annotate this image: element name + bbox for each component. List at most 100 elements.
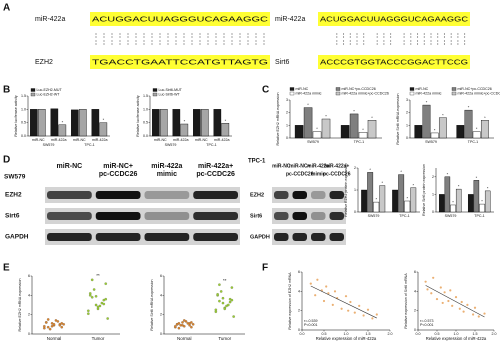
pairing-dot bbox=[255, 36, 257, 38]
pairing-dot bbox=[450, 43, 452, 45]
y-tick-label: 0 bbox=[298, 328, 300, 332]
pairing-dot bbox=[423, 43, 425, 45]
legend-swatch bbox=[152, 92, 158, 97]
y-tick-label: 4 bbox=[414, 289, 416, 293]
significance: * bbox=[62, 119, 64, 124]
bar bbox=[484, 190, 491, 213]
pairing-dot bbox=[376, 33, 378, 35]
data-point bbox=[186, 322, 190, 325]
bar bbox=[480, 120, 489, 139]
y-tick-label: 1.0 bbox=[21, 107, 26, 111]
bar bbox=[294, 125, 304, 139]
sequence: TGACCTGAATTCCATGTTAGTG bbox=[92, 57, 268, 66]
pairing-dot bbox=[437, 40, 439, 42]
data-point bbox=[473, 306, 477, 309]
pairing-dot bbox=[127, 40, 129, 42]
pairing-dot bbox=[135, 43, 137, 45]
data-point bbox=[316, 278, 319, 281]
pairing-dot bbox=[383, 36, 385, 38]
pairing-dot bbox=[135, 40, 137, 42]
data-point bbox=[104, 297, 108, 301]
pairing-dot bbox=[363, 43, 365, 45]
pairing-dot bbox=[416, 43, 419, 45]
data-point bbox=[223, 307, 227, 311]
data-point bbox=[331, 303, 334, 306]
blot-band bbox=[47, 191, 92, 199]
pairing-dot bbox=[143, 43, 145, 45]
bar bbox=[410, 187, 417, 213]
sequence: ACUGGACUUAGGGUCAGAAGGC bbox=[320, 14, 469, 23]
significance: ** bbox=[223, 278, 227, 283]
pairing-dot bbox=[183, 36, 185, 38]
significance: * bbox=[103, 117, 105, 122]
bar bbox=[58, 124, 67, 137]
blot-band bbox=[193, 233, 238, 241]
legend-swatch bbox=[451, 91, 457, 96]
pairing-dot bbox=[349, 36, 351, 38]
blot-background bbox=[45, 208, 240, 224]
data-point bbox=[181, 321, 184, 324]
pairing-dot bbox=[263, 40, 265, 42]
mirna-label: miR-422a bbox=[35, 16, 65, 23]
x-axis-label: Relative expression of miR-422a bbox=[426, 336, 487, 341]
significance: * bbox=[400, 169, 402, 174]
blot-row-label: EZH2 bbox=[5, 192, 22, 199]
significance: * bbox=[476, 175, 478, 180]
blot-row-label: GAPDH bbox=[250, 234, 270, 240]
y-tick-label: 0 bbox=[432, 210, 434, 214]
blot-background bbox=[45, 229, 240, 245]
pairing-dot bbox=[151, 36, 153, 38]
data-point bbox=[309, 282, 312, 285]
y-tick-label: 2 bbox=[432, 175, 434, 179]
bar bbox=[464, 109, 473, 139]
x-tick-label: 1.5 bbox=[366, 332, 371, 336]
pairing-dot bbox=[191, 40, 193, 42]
pairing-dot bbox=[390, 43, 392, 45]
bar bbox=[50, 108, 59, 137]
pairing-dot bbox=[450, 33, 452, 35]
data-point bbox=[371, 317, 374, 320]
data-point bbox=[48, 327, 52, 331]
legend-label: miR-NC+pc-CCDC26 bbox=[458, 87, 492, 91]
x-tick-label: TPC-1 bbox=[474, 214, 484, 218]
sequence-highlight bbox=[318, 12, 470, 26]
legend-label: Luc-EZH2-WT bbox=[37, 92, 61, 96]
data-point bbox=[46, 318, 50, 321]
significance: * bbox=[325, 114, 327, 119]
pairing-dot bbox=[349, 40, 351, 42]
legend-label: Luc-EZH2-MUT bbox=[37, 88, 63, 92]
lane-label: mimic bbox=[311, 171, 326, 177]
pairing-dot bbox=[119, 43, 121, 45]
pairing-dot bbox=[167, 36, 169, 38]
pairing-dot bbox=[135, 36, 137, 38]
y-tick-label: 6 bbox=[28, 274, 30, 278]
annotation: r=-0.539 bbox=[304, 319, 318, 323]
y-tick-label: 1.5 bbox=[21, 94, 26, 98]
significance: * bbox=[406, 196, 408, 201]
bar bbox=[221, 122, 230, 137]
data-point bbox=[327, 292, 330, 295]
data-point bbox=[340, 307, 343, 310]
sequence-highlight bbox=[318, 55, 470, 69]
blot-row-label: EZH2 bbox=[250, 192, 264, 198]
sequence: ACUGGACUUAGGGUCAGAAGGC bbox=[92, 14, 269, 23]
pairing-dot bbox=[103, 36, 105, 38]
bar bbox=[340, 125, 350, 139]
trend-line bbox=[310, 285, 377, 319]
data-point bbox=[366, 308, 370, 311]
x-tick-label: 0.5 bbox=[322, 332, 327, 336]
data-point bbox=[96, 305, 100, 309]
pairing-dot bbox=[247, 33, 249, 35]
pairing-dot bbox=[207, 33, 209, 35]
significance: * bbox=[412, 182, 414, 187]
data-point bbox=[94, 303, 98, 307]
pairing-dot bbox=[443, 36, 446, 38]
pairing-dot bbox=[175, 40, 177, 42]
y-tick-label: 6 bbox=[298, 270, 300, 274]
pairing-dot bbox=[151, 33, 153, 35]
pairing-dot bbox=[383, 40, 385, 42]
y-tick-label: 2 bbox=[160, 313, 162, 317]
blot-band bbox=[329, 191, 344, 199]
